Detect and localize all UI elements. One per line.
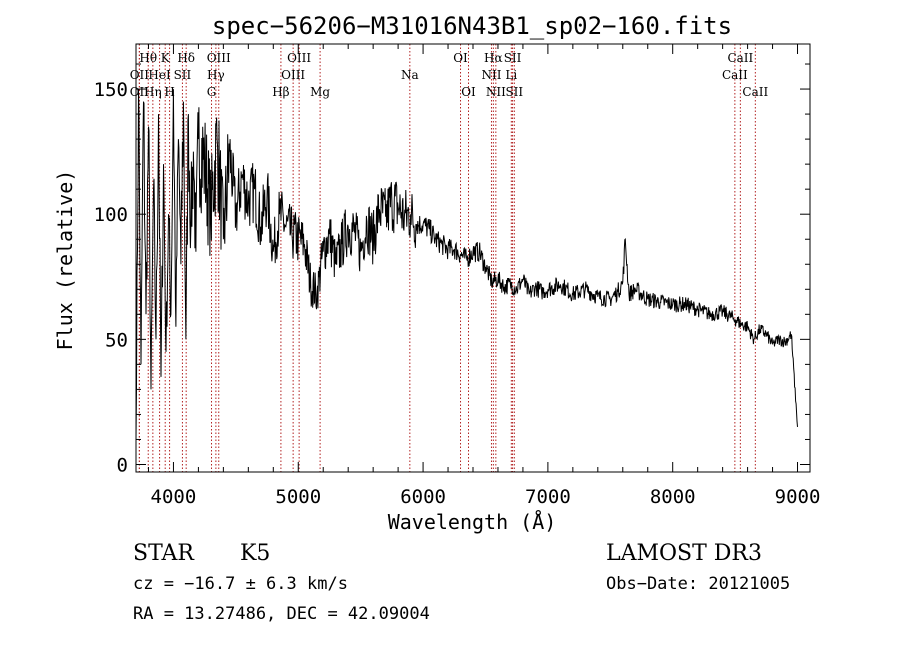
object-subclass: K5 [240, 541, 270, 566]
spectral-line-label: K [161, 51, 171, 65]
flux-series-line [135, 89, 798, 440]
spectral-line-label: Hη [144, 85, 162, 99]
spectral-line-label: Li [505, 68, 517, 82]
spectral-line-markers [138, 44, 756, 472]
spectral-line-label: Hγ [207, 68, 225, 82]
spectral-line-label: Na [401, 68, 419, 82]
spectral-line-label: CaII [722, 68, 748, 82]
spectral-line-label: SII [174, 68, 192, 82]
x-tick-label: 9000 [775, 486, 821, 508]
spectral-line-label: CaII [742, 85, 768, 99]
spectral-line-label: OIII [281, 68, 305, 82]
y-axis-ticks: 0 50 100 150 [94, 63, 810, 476]
spectral-line-label: OI [453, 51, 468, 65]
y-axis-label: Flux (relative) [53, 170, 77, 351]
x-tick-label: 7000 [525, 486, 571, 508]
chart-title: spec−56206−M31016N43B1_sp02−160.fits [212, 12, 732, 40]
survey-name: LAMOST DR3 [606, 541, 762, 566]
y-tick-label: 100 [94, 204, 128, 226]
spectral-line-label: Mg [310, 85, 330, 99]
x-tick-label: 8000 [650, 486, 696, 508]
spectral-line-label: NII [486, 85, 506, 99]
spectral-line-label: SII [505, 85, 523, 99]
redshift-velocity: cz = −16.7 ± 6.3 km/s [133, 574, 348, 594]
spectral-line-label: G [207, 85, 217, 99]
y-tick-label: 150 [94, 79, 128, 101]
spectral-line-label: OII [130, 85, 150, 99]
y-tick-label: 50 [105, 329, 128, 351]
x-tick-label: 5000 [275, 486, 321, 508]
spectral-line-label: Hα [484, 51, 503, 65]
spectral-line-label: SII [504, 51, 522, 65]
spectral-line-label: Hβ [272, 85, 289, 99]
x-axis-label: Wavelength (Å) [388, 510, 557, 534]
observation-date: Obs−Date: 20121005 [606, 574, 790, 594]
spectral-line-label: OII [130, 68, 150, 82]
x-tick-label: 6000 [400, 486, 446, 508]
object-class: STAR [133, 541, 195, 566]
spectral-line-label: OIII [207, 51, 231, 65]
spectral-line-label: CaII [727, 51, 753, 65]
coordinates: RA = 13.27486, DEC = 42.09004 [133, 604, 430, 624]
spectral-line-label: OI [461, 85, 476, 99]
y-tick-label: 0 [117, 454, 128, 476]
spectral-line-label: OIII [287, 51, 311, 65]
spectral-line-label: Hθ [139, 51, 157, 65]
x-tick-label: 4000 [151, 486, 197, 508]
spectral-line-label: NII [481, 68, 501, 82]
spectral-line-label: HeI [148, 68, 171, 82]
spectral-line-label: Hδ [177, 51, 195, 65]
spectral-line-label: H [164, 85, 174, 99]
x-axis-ticks: 4000 5000 6000 7000 8000 9000 [147, 44, 821, 508]
